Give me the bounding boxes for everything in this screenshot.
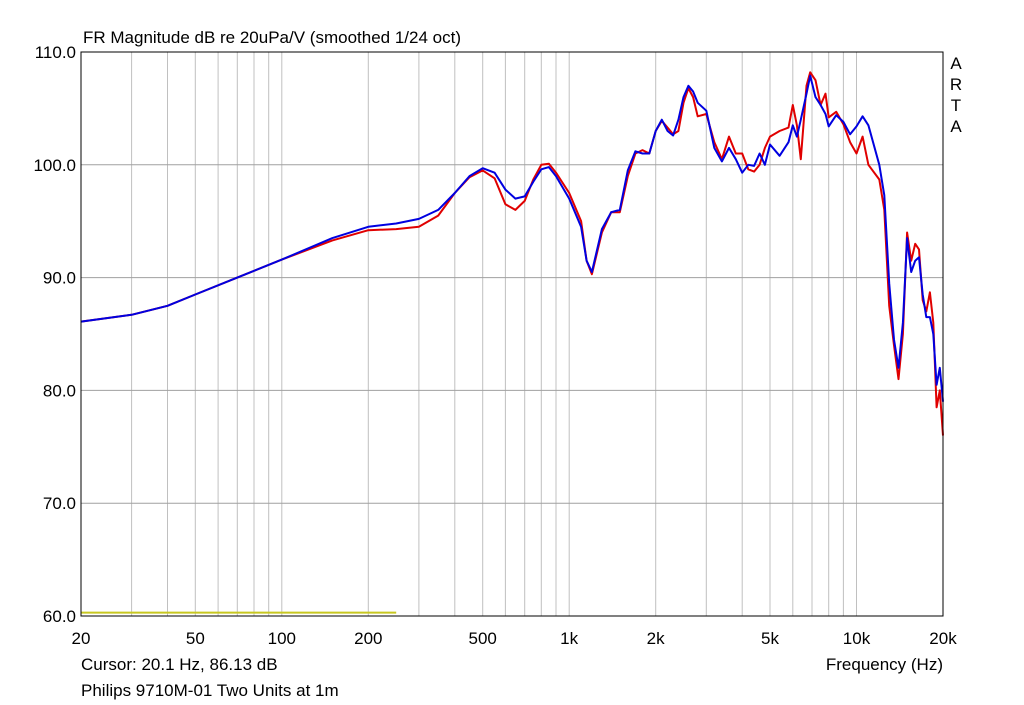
watermark-letter: T <box>951 96 961 115</box>
series-line-2 <box>80 74 944 402</box>
y-tick-label: 100.0 <box>33 156 76 175</box>
chart-title: FR Magnitude dB re 20uPa/V (smoothed 1/2… <box>83 28 461 47</box>
plot-frame <box>80 51 944 617</box>
y-tick-label: 90.0 <box>43 269 76 288</box>
cursor-readout: Cursor: 20.1 Hz, 86.13 dB <box>81 655 278 674</box>
x-tick-label: 200 <box>354 629 382 648</box>
grid-lines <box>81 52 943 616</box>
series-layer <box>80 71 944 614</box>
y-tick-label: 60.0 <box>43 607 76 626</box>
footer-title: Philips 9710M-01 Two Units at 1m <box>81 681 339 700</box>
watermark-letter: A <box>950 54 962 73</box>
x-tick-label: 5k <box>761 629 779 648</box>
x-tick-label: 1k <box>560 629 578 648</box>
x-axis-label: Frequency (Hz) <box>825 655 943 674</box>
x-tick-label: 20k <box>929 629 957 648</box>
y-tick-label: 80.0 <box>43 381 76 400</box>
x-tick-label: 50 <box>186 629 205 648</box>
x-tick-label: 500 <box>468 629 496 648</box>
x-tick-label: 2k <box>647 629 665 648</box>
x-tick-label: 20 <box>72 629 91 648</box>
x-tick-label: 100 <box>268 629 296 648</box>
x-tick-labels: 20 50 100 200 500 1k 2k 5k 10k 20k <box>72 629 958 648</box>
y-tick-labels: 110.0 100.0 90.0 80.0 70.0 60.0 <box>33 43 76 626</box>
series-line-1 <box>80 71 944 436</box>
y-tick-label: 110.0 <box>35 43 76 62</box>
watermark-letter: R <box>950 75 962 94</box>
watermark-letter: A <box>950 117 962 136</box>
y-tick-label: 70.0 <box>43 494 76 513</box>
x-tick-label: 10k <box>843 629 871 648</box>
